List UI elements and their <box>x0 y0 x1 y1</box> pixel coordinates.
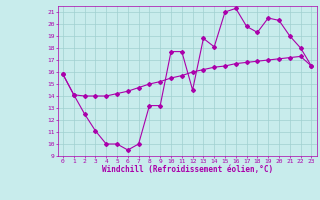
X-axis label: Windchill (Refroidissement éolien,°C): Windchill (Refroidissement éolien,°C) <box>102 165 273 174</box>
